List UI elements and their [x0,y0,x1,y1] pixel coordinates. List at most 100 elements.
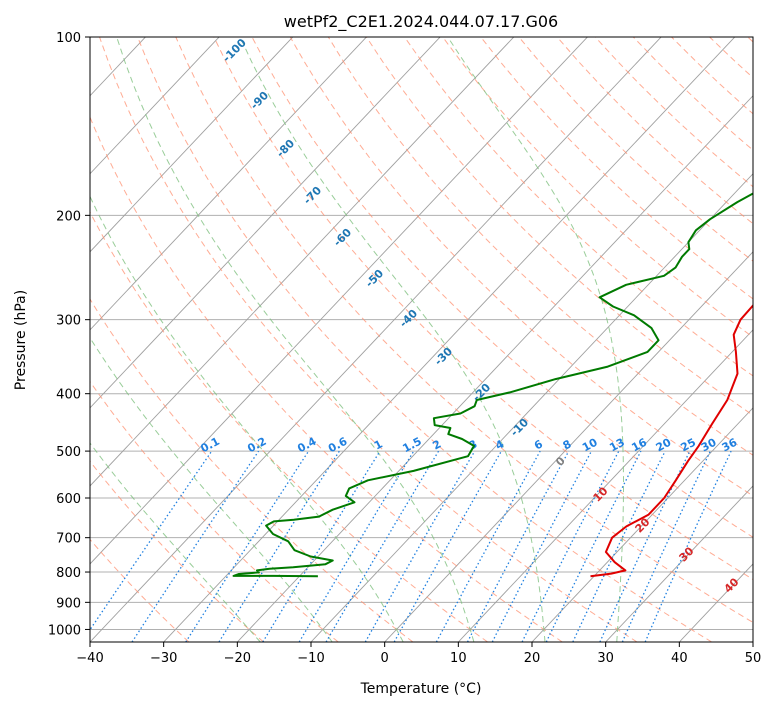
mixing-ratio-line [521,450,620,642]
mixing-ratio-label: 6 [532,437,545,452]
isotherm-line [90,37,662,642]
x-tick-label: −30 [150,651,177,666]
isotherm-line [531,407,753,642]
isotherm-line [384,251,753,642]
isotherm-label: -20 [470,381,493,404]
y-tick-label: 500 [56,445,81,460]
x-tick-label: 20 [524,651,541,666]
mixing-ratio-line [572,450,666,642]
mixing-ratio-line [185,450,310,642]
x-axis: −40 −30 −20 −10 0 10 20 30 40 50 [76,642,761,666]
y-tick-label: 1000 [48,623,81,638]
y-tick-label: 300 [56,314,81,329]
dry-adiabat [747,37,753,43]
mixing-ratio-label: 30 [699,436,719,455]
dewpoint-line [232,192,753,578]
isotherm-line [605,485,753,642]
isotherm-line [90,37,220,175]
mixing-ratio-line [262,450,381,642]
dry-adiabat [137,37,712,642]
mixing-ratio-line [364,450,476,642]
mixing-ratio-label: 1.5 [400,435,423,456]
mixing-ratio-label: 0.1 [198,435,221,456]
x-tick-label: −20 [224,651,251,666]
mixing-ratio-line [545,450,642,642]
y-axis-title: Pressure (hPa) [13,290,29,390]
dry-adiabat [90,115,563,642]
dry-adiabat [632,37,753,151]
y-tick-label: 400 [56,388,81,403]
isotherm-line [752,641,753,642]
dry-adiabat [480,37,753,300]
y-tick-label: 600 [56,492,81,507]
dry-adiabat [99,37,638,642]
mixing-ratio-line [218,450,340,642]
dry-adiabat [90,460,264,642]
dry-adiabat [365,37,753,416]
mixing-ratio-label: 25 [678,436,698,455]
isopleth-labels: 0.1 0.2 0.4 0.6 1 1.5 2 3 4 6 8 10 13 16 20 25 30 36-100-… [198,36,741,596]
mixing-ratio-line [131,450,260,642]
mixing-ratio-label: 10 [580,436,600,455]
isotherm-label: -30 [432,345,455,368]
x-tick-label: 30 [597,651,614,666]
mixing-ratio-label: 0.6 [326,435,350,456]
isotherm-line [90,37,589,565]
moist-adiabat [90,336,333,642]
x-tick-label: 0 [381,651,389,666]
isotherm-label: 10 [591,484,611,504]
isotherm-label: -80 [274,137,297,160]
mixing-ratio-label: 20 [654,436,674,455]
isotherm-label: -100 [220,36,249,65]
y-tick-label: 700 [56,532,81,547]
mixing-ratio-label: 16 [629,436,649,455]
isotherm-label: -70 [301,184,324,207]
sounding-lines [232,192,753,578]
moist-adiabat [90,195,404,642]
x-axis-title: Temperature (°C) [360,681,482,697]
mixing-ratio-line [393,450,502,642]
y-tick-label: 900 [56,596,81,611]
x-tick-label: −10 [297,651,324,666]
chart-title: wetPf2_C2E1.2024.044.07.17.G06 [284,12,558,32]
mixing-ratio-label: 13 [607,436,627,455]
mixing-ratio-label: 8 [561,437,574,452]
mixing-ratio-label: 0.4 [295,435,319,456]
dry-adiabat [90,298,414,642]
x-tick-label: −40 [76,651,103,666]
mixing-ratio-label: 1 [372,437,385,452]
mixing-ratio-line [644,450,732,642]
isotherm-line [90,37,441,409]
isotherm-label: -10 [508,416,531,439]
mixing-ratio-line [435,450,541,642]
mixing-ratio-line [466,450,570,642]
dry-adiabat [518,37,753,262]
dry-adiabat [213,37,753,581]
isotherm-label: -50 [363,267,386,290]
temperature-line [590,303,753,578]
mixing-ratio-line [90,450,213,631]
dry-adiabat [251,37,753,538]
plot-frame [89,36,754,643]
isotherm-label: 30 [677,544,697,564]
dry-adiabat [442,37,753,338]
x-tick-label: 50 [745,651,762,666]
isotherm-line [90,37,515,487]
moist-adiabat [447,37,624,642]
isotherm-line [458,329,753,642]
x-tick-label: 40 [671,651,688,666]
x-tick-label: 10 [450,651,467,666]
isotherm-label: -90 [248,89,271,112]
isotherm-line [163,37,736,642]
dry-adiabat [289,37,753,497]
background-lines [90,37,753,642]
isotherm-line [90,37,368,331]
dry-adiabat [709,37,753,79]
dry-adiabat [175,37,753,624]
dry-adiabat [327,37,753,456]
dry-adiabat [90,538,190,642]
isotherm-line [90,37,294,253]
y-tick-label: 200 [56,209,81,224]
isotherm-label: -40 [397,307,420,330]
mixing-ratio-label: 36 [720,436,740,455]
